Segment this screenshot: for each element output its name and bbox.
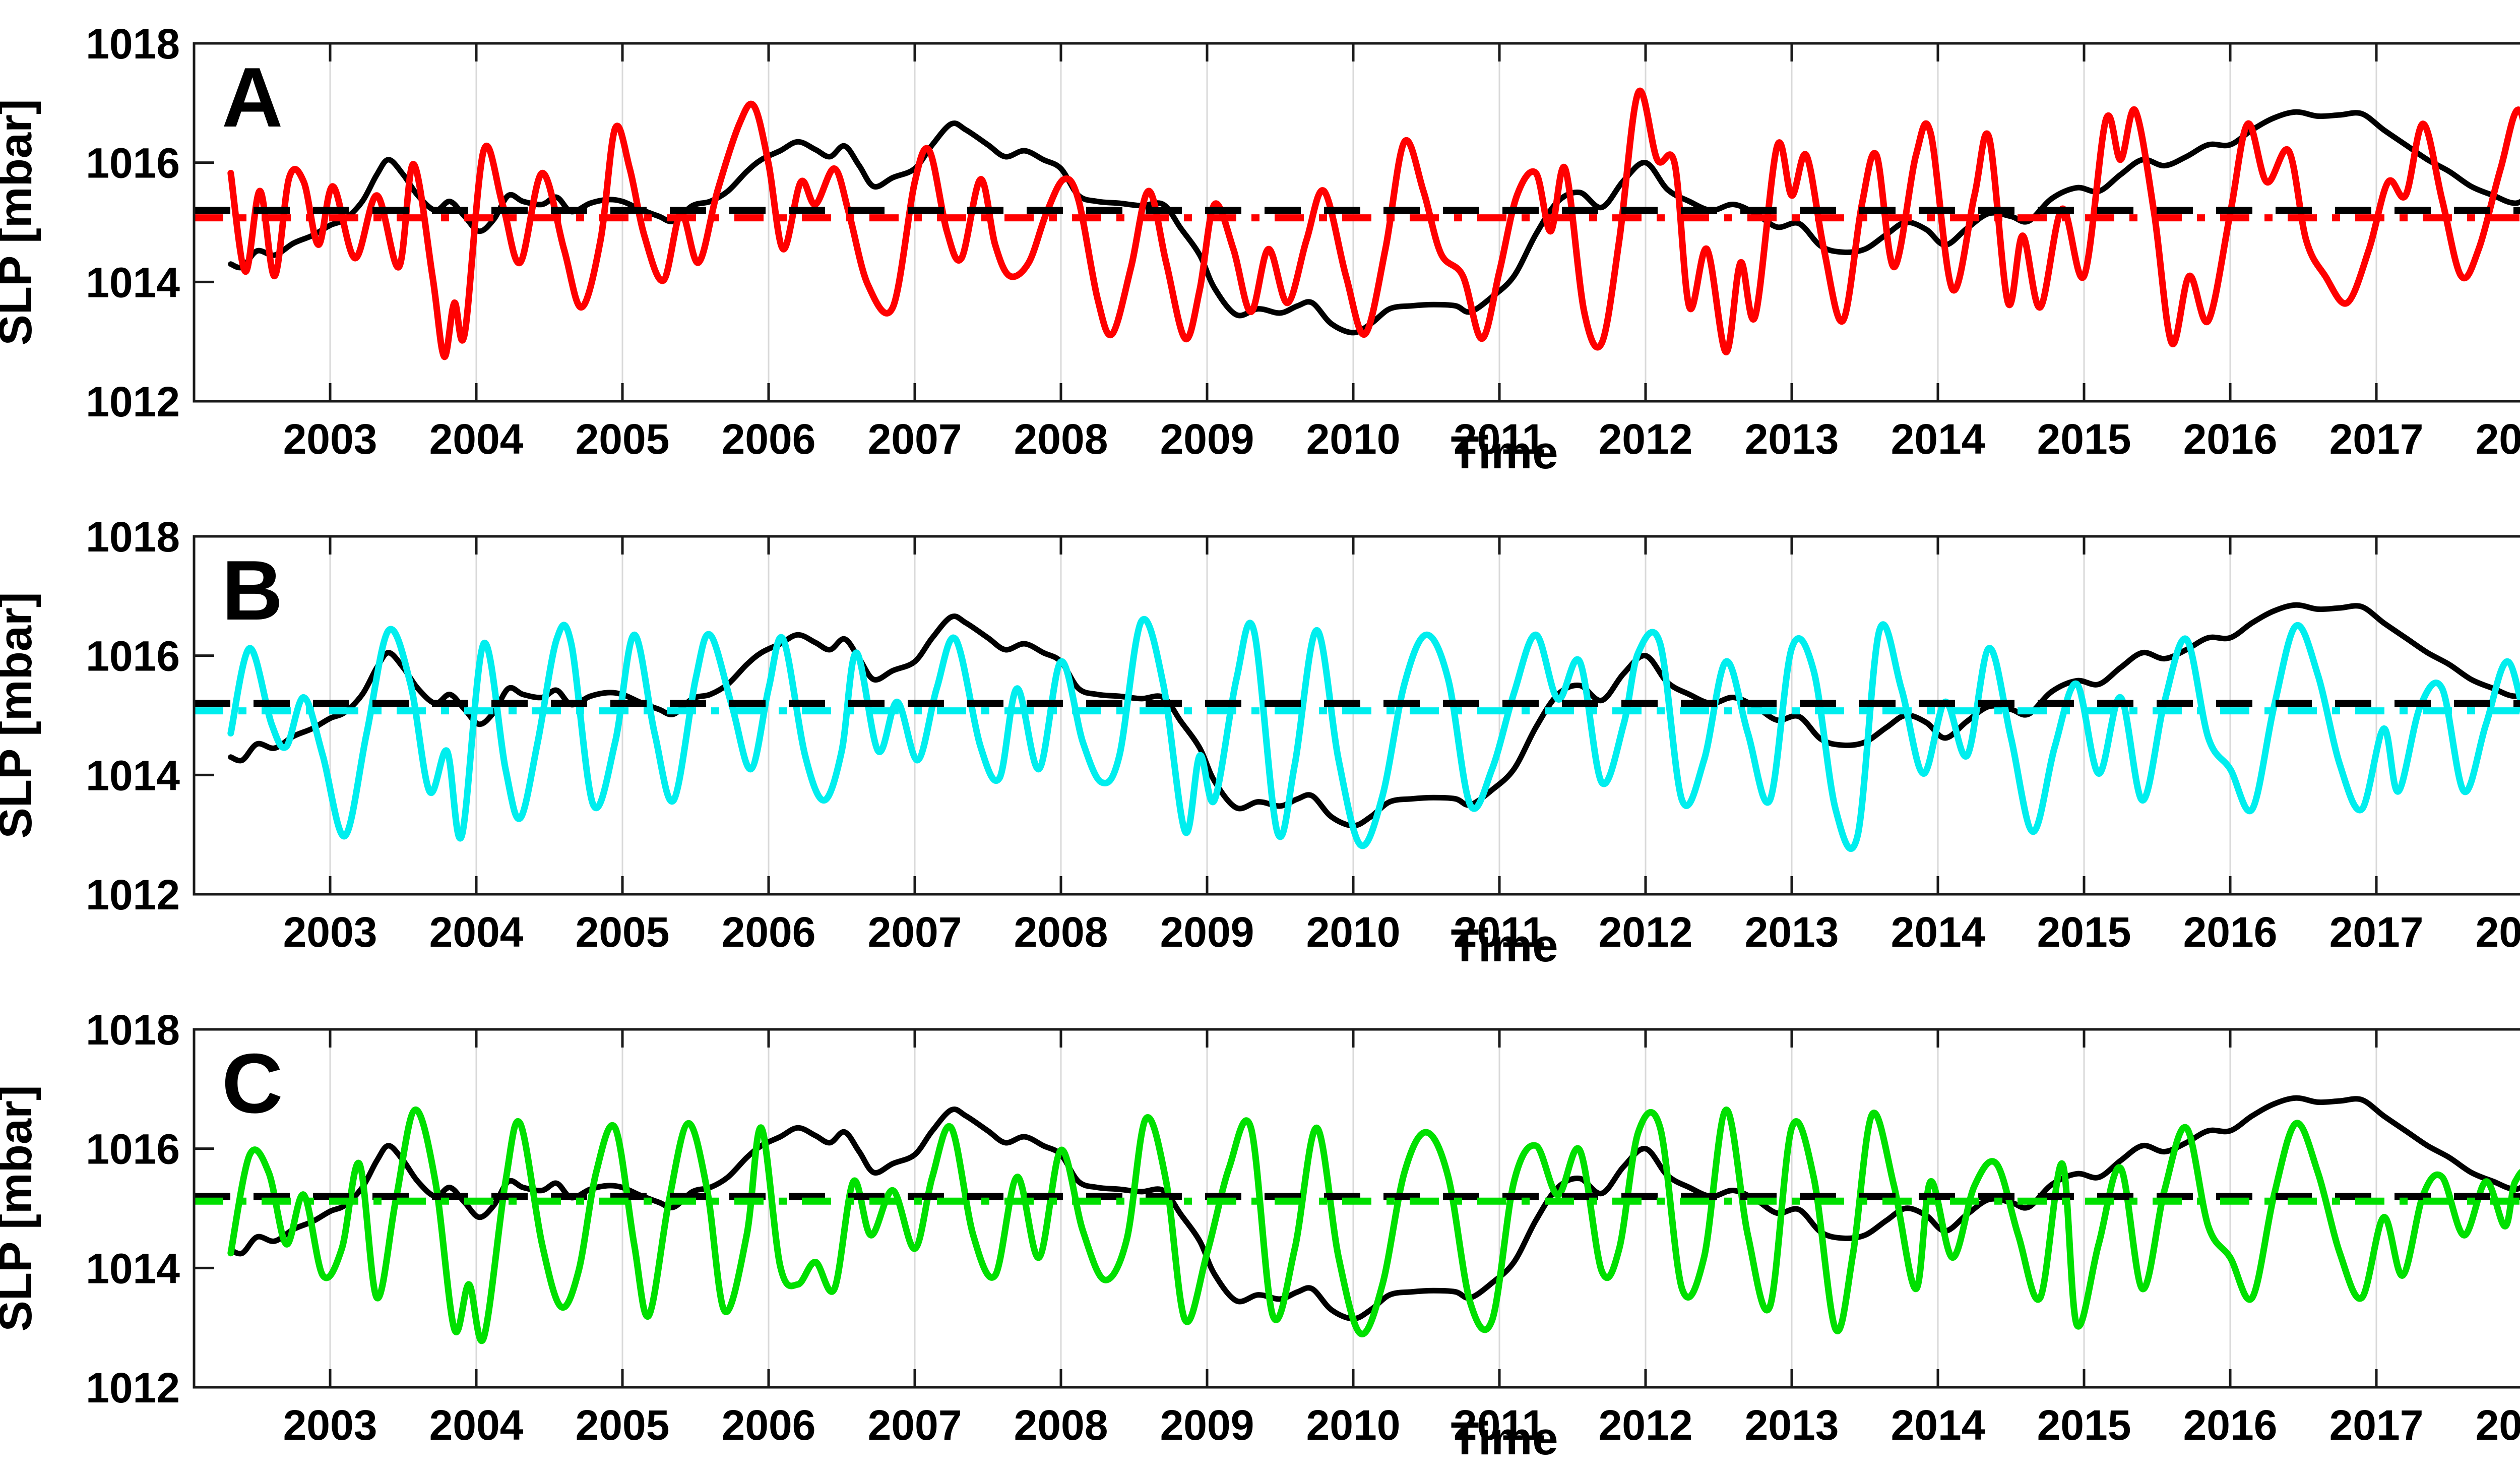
year-tick-label: 2006 [722, 1401, 816, 1449]
year-tick-label: 2004 [429, 908, 524, 956]
year-tick-label: 2006 [722, 415, 816, 463]
left-tick-label: 1016 [86, 633, 180, 680]
year-tick-label: 2003 [283, 908, 377, 956]
left-tick-label: 1018 [86, 513, 180, 561]
year-tick-label: 2016 [2183, 1401, 2278, 1449]
year-tick-label: 2017 [2329, 1401, 2424, 1449]
year-tick-label: 2010 [1306, 908, 1401, 956]
axis-box [193, 42, 2520, 403]
left-tick-label: 1014 [86, 752, 180, 799]
year-tick-label: 2015 [2037, 1401, 2131, 1449]
slp-line [228, 602, 2520, 829]
left-tick-label: 1016 [86, 140, 180, 187]
moi2-line [227, 1107, 2520, 1344]
x-axis-label: Time [1451, 1413, 1558, 1464]
year-tick-label: 2014 [1891, 415, 1985, 463]
left-axis-label: SLP [mbar] [0, 99, 41, 345]
year-tick-label: 2005 [576, 1401, 670, 1449]
year-tick-label: 2012 [1599, 1401, 1693, 1449]
year-tick-label: 2003 [283, 1401, 377, 1449]
year-tick-label: 2007 [868, 415, 962, 463]
year-tick-label: 2010 [1306, 1401, 1401, 1449]
left-tick-label: 1014 [86, 259, 180, 306]
year-tick-label: 2005 [576, 908, 670, 956]
year-tick-label: 2004 [429, 415, 524, 463]
axis-box [193, 1028, 2520, 1389]
x-axis-label: Time [1451, 427, 1558, 478]
nao-line [227, 87, 2520, 360]
year-tick-label: 2011 [1454, 1401, 1545, 1449]
panel-c: 1012101410161018-20220032004200520062007… [0, 1006, 2520, 1464]
slp-line [228, 109, 2520, 336]
year-tick-label: 2015 [2037, 908, 2131, 956]
panel-letter: B [222, 543, 283, 638]
year-tick-label: 2018 [2476, 415, 2520, 463]
year-tick-label: 2007 [868, 908, 962, 956]
year-tick-label: 2008 [1014, 1401, 1108, 1449]
slp-line [228, 1095, 2520, 1322]
left-tick-label: 1016 [86, 1126, 180, 1173]
left-tick-label: 1018 [86, 1006, 180, 1054]
left-axis-label: SLP [mbar] [0, 592, 41, 838]
year-tick-label: 2009 [1160, 415, 1254, 463]
year-tick-label: 2018 [2476, 1401, 2520, 1449]
year-tick-label: 2006 [722, 908, 816, 956]
year-tick-label: 2011 [1454, 908, 1545, 956]
year-tick-label: 2015 [2037, 415, 2131, 463]
year-tick-label: 2009 [1160, 908, 1254, 956]
year-tick-label: 2014 [1891, 908, 1985, 956]
year-tick-label: 2009 [1160, 1401, 1254, 1449]
panel-letter: C [222, 1036, 283, 1131]
moi1-line [227, 616, 2520, 852]
axis-box [193, 535, 2520, 896]
year-tick-label: 2011 [1454, 415, 1545, 463]
year-tick-label: 2014 [1891, 1401, 1985, 1449]
left-tick-label: 1012 [86, 871, 180, 918]
year-tick-label: 2012 [1599, 415, 1693, 463]
left-tick-label: 1012 [86, 378, 180, 425]
year-tick-label: 2016 [2183, 415, 2278, 463]
year-tick-label: 2003 [283, 415, 377, 463]
year-tick-label: 2010 [1306, 415, 1401, 463]
year-tick-label: 2004 [429, 1401, 524, 1449]
year-tick-label: 2013 [1745, 1401, 1839, 1449]
left-tick-label: 1012 [86, 1364, 180, 1411]
panel-b: 1012101410161018-20220032004200520062007… [0, 513, 2520, 971]
year-tick-label: 2013 [1745, 908, 1839, 956]
year-tick-label: 2005 [576, 415, 670, 463]
year-tick-label: 2008 [1014, 908, 1108, 956]
left-tick-label: 1018 [86, 20, 180, 68]
year-tick-label: 2012 [1599, 908, 1693, 956]
year-tick-label: 2016 [2183, 908, 2278, 956]
panel-a: 1012101410161018-20220032004200520062007… [0, 20, 2520, 478]
year-tick-label: 2008 [1014, 415, 1108, 463]
year-tick-label: 2007 [868, 1401, 962, 1449]
year-tick-label: 2018 [2476, 908, 2520, 956]
x-axis-label: Time [1451, 920, 1558, 971]
year-tick-label: 2013 [1745, 415, 1839, 463]
year-tick-label: 2017 [2329, 415, 2424, 463]
left-tick-label: 1014 [86, 1245, 180, 1292]
year-tick-label: 2017 [2329, 908, 2424, 956]
left-axis-label: SLP [mbar] [0, 1085, 41, 1331]
panel-letter: A [222, 50, 283, 145]
